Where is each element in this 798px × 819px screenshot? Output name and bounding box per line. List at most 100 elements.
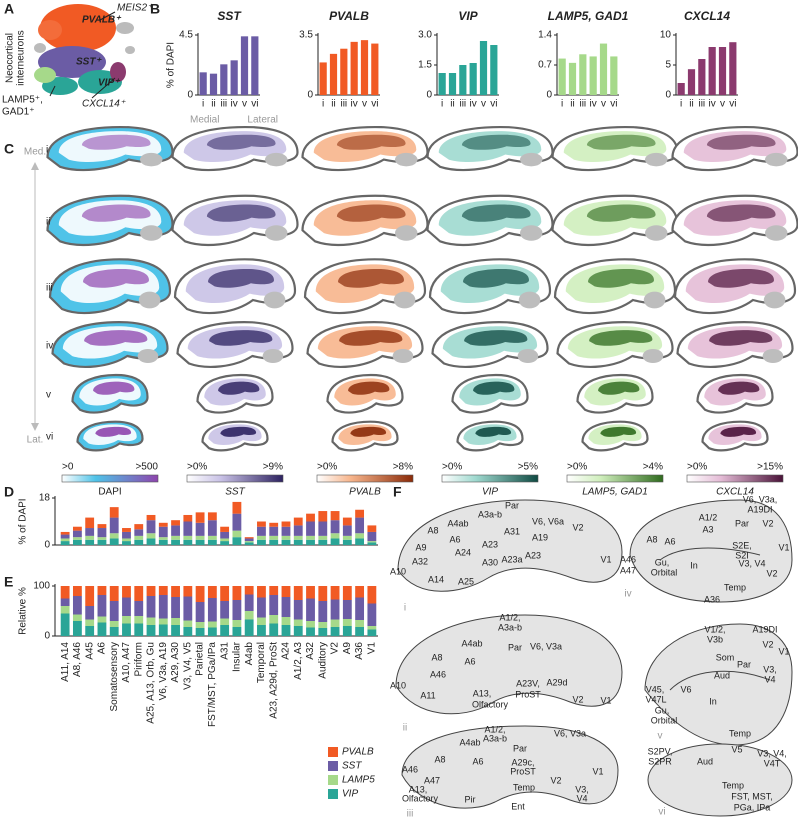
bar-segment <box>220 531 230 539</box>
bar-segment <box>72 614 82 621</box>
bar-segment <box>269 539 279 545</box>
section-signal <box>461 134 531 150</box>
panel-letter: F <box>393 484 402 500</box>
bar-segment <box>342 600 352 619</box>
bar <box>209 73 218 95</box>
bar-segment <box>109 601 119 621</box>
colorbar <box>441 474 539 483</box>
bar-segment <box>355 586 365 598</box>
colorbar-name: CXCL14 <box>716 487 754 498</box>
diagram-label: iii <box>407 809 414 819</box>
bar-segment <box>367 541 377 543</box>
bar-segment <box>207 512 217 521</box>
bar-segment <box>171 535 180 540</box>
cerebellum <box>765 152 788 167</box>
area-label: A29d <box>546 677 567 687</box>
cerebellum <box>642 349 664 363</box>
bar-segment <box>355 517 365 534</box>
bar <box>479 41 488 95</box>
bar-segment <box>134 529 144 536</box>
bar-segment <box>134 586 144 601</box>
x-tick-label: A32 <box>305 642 316 660</box>
x-tick-label: V6, V3a, A19 <box>158 642 169 701</box>
bar-segment <box>109 621 119 627</box>
bar-segment <box>257 526 266 536</box>
area-label: V2 <box>766 568 777 578</box>
area-label: V1/2, <box>704 624 725 634</box>
area-label: A46 <box>402 764 418 774</box>
x-tick-label: V2 <box>330 642 341 655</box>
y-tick-label: 0 <box>44 631 50 642</box>
area-label: A8 <box>431 652 442 662</box>
area-label: A14 <box>428 574 444 584</box>
bar <box>438 73 446 95</box>
bar-segment <box>60 531 70 535</box>
bar-segment <box>293 600 303 620</box>
x-tick-label: A6 <box>97 642 108 655</box>
area-label: S2I <box>735 550 749 560</box>
area-label: A19DI <box>747 504 772 514</box>
bar-segment <box>306 586 315 599</box>
bar-segment <box>244 619 254 636</box>
section-signal <box>720 426 757 437</box>
panel-letter: A <box>4 1 14 17</box>
bar <box>729 42 737 95</box>
bar-segment <box>232 586 242 600</box>
bar <box>558 58 566 95</box>
x-tick-label: ii <box>689 99 693 110</box>
cerebellum <box>392 349 414 363</box>
bar-segment <box>85 586 95 606</box>
bar-segment <box>85 535 95 540</box>
cluster-label: GAD1⁺ <box>2 107 35 118</box>
y-label: Relative % <box>18 587 29 635</box>
diagram-label: vi <box>658 807 665 818</box>
bar-segment <box>72 539 82 545</box>
bar <box>568 62 577 95</box>
colorbar <box>686 474 784 483</box>
bar-segment <box>72 530 82 538</box>
area-label: Aud <box>714 670 730 680</box>
colorbar-high: >9% <box>263 462 283 473</box>
bar-segment <box>257 521 266 527</box>
cerebellum <box>265 152 288 167</box>
bar-segment <box>171 525 180 536</box>
bar <box>579 54 587 95</box>
bar-segment <box>244 538 254 542</box>
bar-segment <box>257 535 266 540</box>
bar-segment <box>207 621 217 628</box>
bar-segment <box>72 526 82 531</box>
y-label: % of DAPI <box>166 42 177 88</box>
bar-segment <box>232 600 242 620</box>
bar-segment <box>293 619 303 626</box>
area-label: A13, <box>409 784 428 794</box>
bar-segment <box>122 586 131 598</box>
area-label: A8 <box>646 534 657 544</box>
area-label: V6, V3a <box>554 728 586 738</box>
bar-segment <box>109 533 119 539</box>
legend-label: PVALB <box>342 747 374 758</box>
section-signal <box>473 381 515 395</box>
x-tick-label: i <box>202 99 204 110</box>
bar <box>199 72 207 95</box>
area-label: A3a-b <box>478 509 502 519</box>
bar-segment <box>171 539 180 545</box>
bar-segment <box>158 537 168 540</box>
area-label: A3a-b <box>498 622 522 632</box>
x-tick-label: iv <box>470 99 477 110</box>
y-tick-label: 0 <box>665 90 671 101</box>
section-signal <box>81 204 151 222</box>
x-tick-label: i <box>441 99 443 110</box>
bar-segment <box>146 514 156 521</box>
y-tick-label: 0 <box>546 90 552 101</box>
bar <box>240 36 249 95</box>
x-tick-label: Somatosensory <box>109 642 120 711</box>
cerebellum <box>140 225 163 241</box>
area-label: A30 <box>482 557 498 567</box>
area-label: V1 <box>600 695 611 705</box>
bar-segment <box>367 603 377 626</box>
bar-segment <box>158 522 168 527</box>
x-tick-label: i <box>680 99 682 110</box>
bar-segment <box>269 586 279 595</box>
bar-segment <box>306 535 315 540</box>
area-label: A3a-b <box>483 733 507 743</box>
